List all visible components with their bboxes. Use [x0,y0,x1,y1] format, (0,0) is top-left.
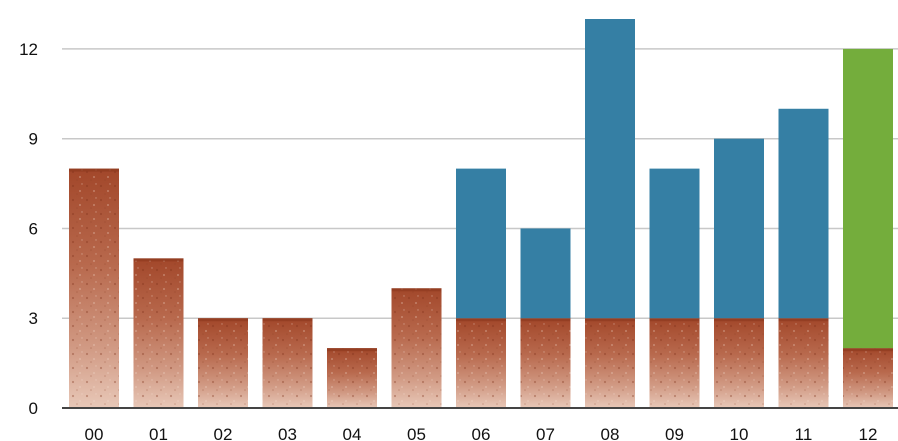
bar-segment-top [714,318,764,322]
bar-segment [456,318,506,408]
bar-segment-top [69,168,119,172]
bar-segment-top [778,318,829,322]
x-tick-label: 12 [859,425,878,441]
bar-segment [69,168,119,408]
y-tick-label: 6 [29,219,38,238]
bar-segment-texture [327,348,377,408]
bar-segment-texture [391,288,442,408]
bar-segment-top [262,318,313,322]
bar-segment [585,318,635,408]
bar-segment-texture [262,318,313,408]
bar-segment-texture [69,168,119,408]
bar-segment [843,48,893,349]
bar-segment [520,318,571,408]
bar-segment [649,168,700,319]
bars [69,19,893,408]
bar-segment-texture [843,348,893,408]
x-tick-label: 01 [149,425,168,441]
y-tick-label: 9 [29,130,38,149]
bar-segment-top [327,348,377,352]
bar-segment [778,318,829,408]
bar-segment-top [198,318,248,322]
x-tick-label: 06 [472,425,491,441]
bar-segment [391,288,442,408]
bar-segment [714,138,764,319]
bar-segment-top [585,318,635,322]
bar-segment [456,168,506,319]
bar-segment-texture [133,258,184,408]
x-tick-label: 00 [85,425,104,441]
x-tick-label: 10 [730,425,749,441]
bar-segment-top [133,258,184,262]
x-tick-label: 07 [536,425,555,441]
y-axis-ticks: 0 3 6 9 12 [19,40,38,418]
y-tick-label: 3 [29,309,38,328]
x-tick-label: 05 [407,425,426,441]
x-tick-label: 02 [214,425,233,441]
bar-segment [778,108,829,319]
x-tick-label: 03 [278,425,297,441]
y-tick-label: 0 [29,399,38,418]
bar-segment [843,348,893,408]
x-tick-label: 09 [665,425,684,441]
bar-segment [327,348,377,408]
bar-segment [585,19,635,319]
x-tick-label: 04 [343,425,362,441]
bar-segment-top [456,318,506,322]
y-tick-label: 12 [19,40,38,59]
bar-segment-texture [778,318,829,408]
bar-segment-texture [585,318,635,408]
bar-segment-top [843,348,893,352]
bar-segment [262,318,313,408]
bar-segment-texture [649,318,700,408]
bar-segment-texture [520,318,571,408]
bar-segment [649,318,700,408]
bar-segment [520,228,571,319]
x-tick-label: 11 [795,425,813,441]
bar-segment-texture [714,318,764,408]
bar-segment-top [391,288,442,292]
bar-segment-texture [198,318,248,408]
bar-segment [133,258,184,408]
x-tick-label: 08 [601,425,620,441]
bar-segment-top [520,318,571,322]
bar-segment [198,318,248,408]
x-axis-ticks: 00 01 02 03 04 05 06 07 08 09 10 11 12 [85,425,878,441]
bar-segment-top [649,318,700,322]
bar-segment [714,318,764,408]
bar-segment-texture [456,318,506,408]
